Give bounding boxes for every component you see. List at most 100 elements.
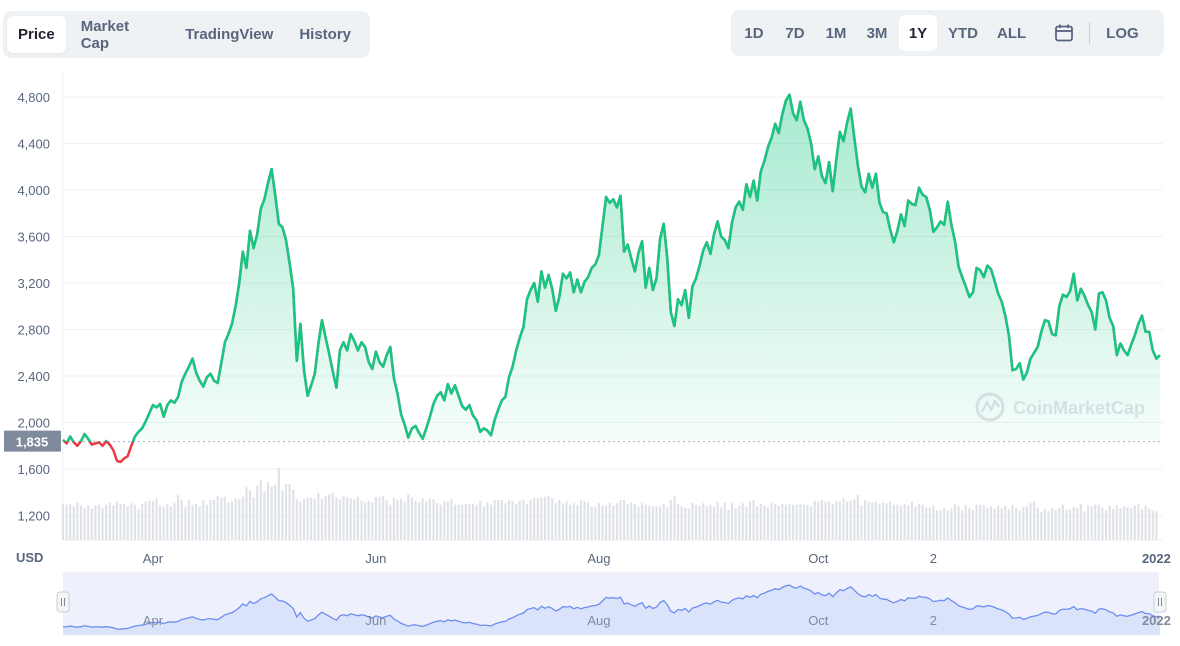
tab-market-cap[interactable]: Market Cap <box>80 17 130 52</box>
volume-bar <box>360 500 363 540</box>
navigator-left-handle[interactable] <box>56 591 70 613</box>
volume-bar <box>144 501 147 540</box>
volume-bar <box>310 497 313 540</box>
volume-bar <box>464 504 467 540</box>
volume-bar <box>1144 505 1147 540</box>
calendar-icon[interactable] <box>1045 15 1083 51</box>
log-scale-button[interactable]: LOG <box>1106 24 1139 42</box>
volume-bar <box>917 504 921 540</box>
navigator-tick-label: Apr <box>143 613 164 628</box>
volume-bar <box>953 504 957 540</box>
range-navigator[interactable]: Apr Jun Aug Oct 2 2022 <box>56 572 1171 635</box>
volume-bar <box>950 508 953 540</box>
volume-bar <box>968 508 971 540</box>
range-all-button[interactable]: ALL <box>997 24 1027 42</box>
volume-bar <box>903 504 906 540</box>
volume-bar <box>795 504 798 540</box>
volume-bar <box>716 501 719 540</box>
volume-bar <box>1040 512 1043 540</box>
volume-bar <box>572 503 575 540</box>
tab-price[interactable]: Price <box>7 16 66 53</box>
volume-bar <box>155 498 158 540</box>
volume-bar <box>292 489 295 540</box>
navigator-tick-label: 2 <box>930 613 937 628</box>
x-tick-label: Oct <box>808 551 829 566</box>
volume-bar <box>198 506 201 540</box>
volume-bar <box>597 503 600 540</box>
price-line-above-reference <box>62 93 1161 442</box>
volume-bar <box>1101 508 1104 540</box>
volume-bar <box>1122 506 1126 540</box>
volume-bar <box>881 502 885 540</box>
y-tick-label: 4,800 <box>17 90 50 105</box>
currency-label: USD <box>16 550 43 565</box>
y-tick-label: 4,400 <box>17 137 50 152</box>
volume-bar <box>450 499 453 540</box>
range-1m-button[interactable]: 1M <box>825 24 847 42</box>
range-1y-button[interactable]: 1Y <box>899 15 937 51</box>
volume-bar <box>403 501 406 540</box>
volume-bar <box>536 498 539 540</box>
volume-bar <box>828 501 831 540</box>
volume-bar <box>392 497 395 540</box>
tab-history[interactable]: History <box>299 26 351 43</box>
volume-bar <box>946 510 949 540</box>
range-ytd-button[interactable]: YTD <box>948 24 978 42</box>
navigator-right-handle[interactable] <box>1153 591 1167 613</box>
volume-bar <box>166 504 169 540</box>
volume-bar <box>799 504 802 540</box>
volume-bar <box>680 506 683 540</box>
volume-bar <box>151 500 154 540</box>
volume-bars <box>61 468 1158 540</box>
volume-bar <box>435 503 439 540</box>
x-tick-label: Jun <box>365 551 386 566</box>
range-7d-button[interactable]: 7D <box>785 24 805 42</box>
volume-bar <box>328 494 331 540</box>
volume-bar <box>295 499 298 540</box>
volume-bar <box>1151 510 1154 540</box>
volume-bar <box>986 508 989 540</box>
volume-bar <box>410 497 413 540</box>
volume-bar <box>540 497 543 540</box>
volume-bar <box>263 491 266 540</box>
volume-bar <box>1079 504 1082 540</box>
volume-bar <box>1076 508 1079 540</box>
volume-bar <box>428 498 431 540</box>
volume-bar <box>162 506 165 540</box>
volume-bar <box>115 501 119 540</box>
volume-bar <box>727 509 730 540</box>
volume-bar <box>371 502 374 540</box>
volume-bar <box>914 506 917 540</box>
tab-tradingview[interactable]: TradingView <box>185 26 274 43</box>
range-3m-button[interactable]: 3M <box>866 24 888 42</box>
volume-bar <box>1115 505 1118 540</box>
watermark: CoinMarketCap <box>975 392 1145 422</box>
volume-bar <box>230 501 234 540</box>
volume-bar <box>306 497 309 540</box>
volume-bar <box>87 505 90 540</box>
volume-bar <box>892 504 895 540</box>
volume-bar <box>335 497 338 540</box>
volume-bar <box>1083 511 1086 540</box>
volume-bar <box>899 505 903 540</box>
volume-bar <box>964 504 967 540</box>
volume-bar <box>1007 509 1011 540</box>
volume-bar <box>205 504 208 540</box>
x-tick-label: 2022 <box>1142 551 1171 566</box>
volume-bar <box>612 505 615 540</box>
volume-bar <box>712 506 716 540</box>
volume-bar <box>766 507 770 540</box>
volume-bar <box>486 502 489 540</box>
volume-bar <box>475 504 478 540</box>
volume-bar <box>561 503 565 540</box>
range-selector: 1D 7D 1M 3M 1Y YTD ALL LOG <box>731 10 1164 56</box>
volume-bar <box>878 504 881 540</box>
volume-bar <box>619 500 622 540</box>
volume-bar <box>1069 509 1072 540</box>
volume-bar <box>1112 508 1115 540</box>
volume-bar <box>889 501 892 540</box>
navigator-line <box>62 584 1161 630</box>
range-1d-button[interactable]: 1D <box>744 24 764 42</box>
volume-bar <box>1126 507 1129 540</box>
